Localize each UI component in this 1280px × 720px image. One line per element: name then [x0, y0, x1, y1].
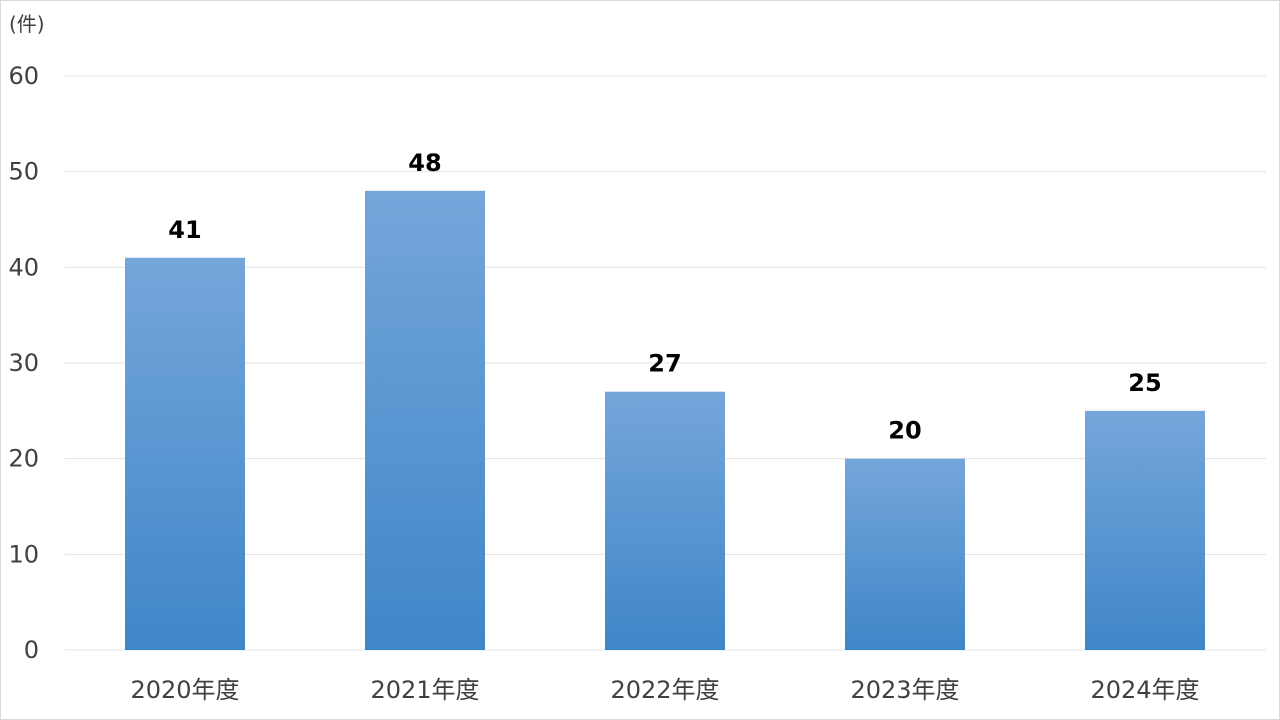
y-tick-label-20: 20 [8, 445, 39, 473]
y-tick-label-0: 0 [24, 636, 39, 664]
bar-2021年度 [365, 190, 485, 651]
bars [125, 190, 1205, 651]
bar-2020年度 [125, 257, 245, 650]
bar-2022年度 [605, 391, 725, 650]
data-label-2023年度: 20 [888, 417, 921, 445]
data-label-2021年度: 48 [408, 149, 441, 177]
data-label-2024年度: 25 [1128, 369, 1161, 397]
data-label-2020年度: 41 [168, 216, 201, 244]
x-axis-label-2020年度: 2020年度 [130, 676, 239, 704]
y-axis-unit-label: (件) [9, 12, 45, 36]
data-labels: 41 48 27 20 25 [168, 149, 1161, 445]
y-tick-label-30: 30 [8, 349, 39, 377]
x-axis-label-2024年度: 2024年度 [1090, 676, 1199, 704]
bar-2024年度 [1085, 410, 1205, 650]
bar-2023年度 [845, 458, 965, 650]
x-axis-label-2023年度: 2023年度 [850, 676, 959, 704]
x-axis-label-2022年度: 2022年度 [610, 676, 719, 704]
y-tick-label-50: 50 [8, 158, 39, 186]
x-axis-labels: 2020年度 2021年度 2022年度 2023年度 2024年度 [130, 676, 1199, 704]
y-tick-label-40: 40 [8, 253, 39, 281]
y-tick-label-60: 60 [8, 62, 39, 90]
y-tick-label-10: 10 [8, 540, 39, 568]
data-label-2022年度: 27 [648, 350, 681, 378]
x-axis-label-2021年度: 2021年度 [370, 676, 479, 704]
y-axis-ticks: 0 10 20 30 40 50 60 [8, 62, 39, 664]
